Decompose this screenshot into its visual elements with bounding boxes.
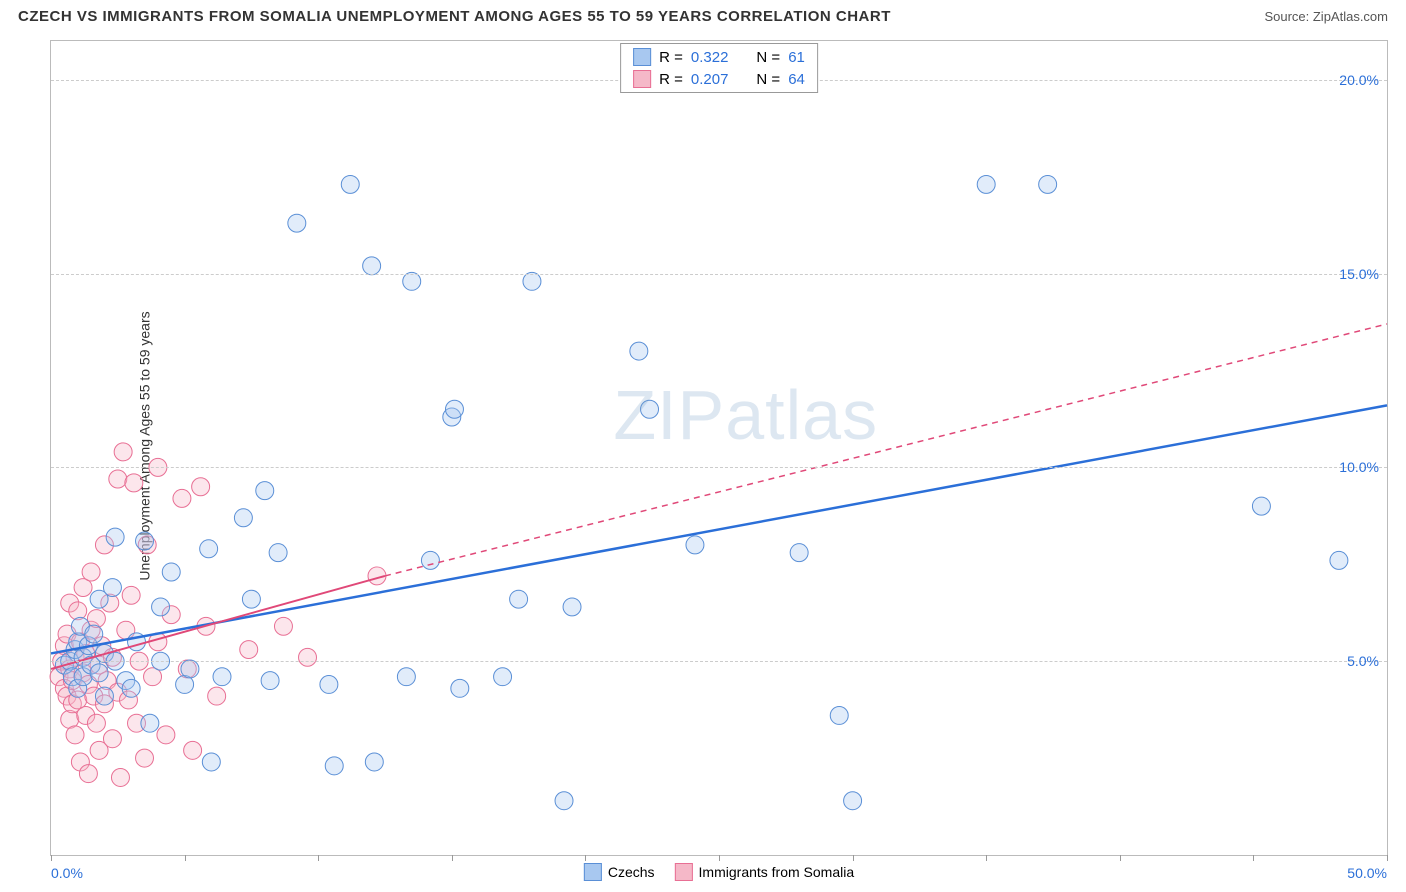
legend-row-somalia: R = 0.207 N = 64 xyxy=(621,68,817,90)
legend-label-somalia: Immigrants from Somalia xyxy=(699,864,855,880)
legend-label-czechs: Czechs xyxy=(608,864,655,880)
y-tick-label: 20.0% xyxy=(1339,72,1379,88)
y-tick-label: 5.0% xyxy=(1347,653,1379,669)
r-label: R = xyxy=(659,49,683,66)
scatter-svg xyxy=(51,41,1387,855)
series-legend: Czechs Immigrants from Somalia xyxy=(584,863,854,881)
correlation-legend: R = 0.322 N = 61 R = 0.207 N = 64 xyxy=(620,43,818,93)
swatch-somalia xyxy=(675,863,693,881)
chart-title: CZECH VS IMMIGRANTS FROM SOMALIA UNEMPLO… xyxy=(18,8,891,25)
legend-item-somalia: Immigrants from Somalia xyxy=(675,863,855,881)
source-prefix: Source: xyxy=(1264,9,1312,24)
chart-area: ZIPatlas 5.0%10.0%15.0%20.0% R = 0.322 N… xyxy=(50,40,1388,856)
y-tick-label: 10.0% xyxy=(1339,459,1379,475)
n-label: N = xyxy=(756,49,780,66)
r-value-czechs: 0.322 xyxy=(691,49,729,66)
legend-row-czechs: R = 0.322 N = 61 xyxy=(621,46,817,68)
n-value-somalia: 64 xyxy=(788,71,805,88)
n-label: N = xyxy=(756,71,780,88)
y-tick-label: 15.0% xyxy=(1339,266,1379,282)
x-axis-max-label: 50.0% xyxy=(1347,865,1387,881)
r-value-somalia: 0.207 xyxy=(691,71,729,88)
chart-header: CZECH VS IMMIGRANTS FROM SOMALIA UNEMPLO… xyxy=(0,0,1406,29)
source-attribution: Source: ZipAtlas.com xyxy=(1264,9,1388,24)
swatch-czechs xyxy=(584,863,602,881)
swatch-czechs xyxy=(633,48,651,66)
n-value-czechs: 61 xyxy=(788,49,805,66)
x-axis-min-label: 0.0% xyxy=(51,865,83,881)
plot-region: ZIPatlas 5.0%10.0%15.0%20.0% xyxy=(51,41,1387,855)
swatch-somalia xyxy=(633,70,651,88)
legend-item-czechs: Czechs xyxy=(584,863,655,881)
r-label: R = xyxy=(659,71,683,88)
source-link[interactable]: ZipAtlas.com xyxy=(1313,9,1388,24)
